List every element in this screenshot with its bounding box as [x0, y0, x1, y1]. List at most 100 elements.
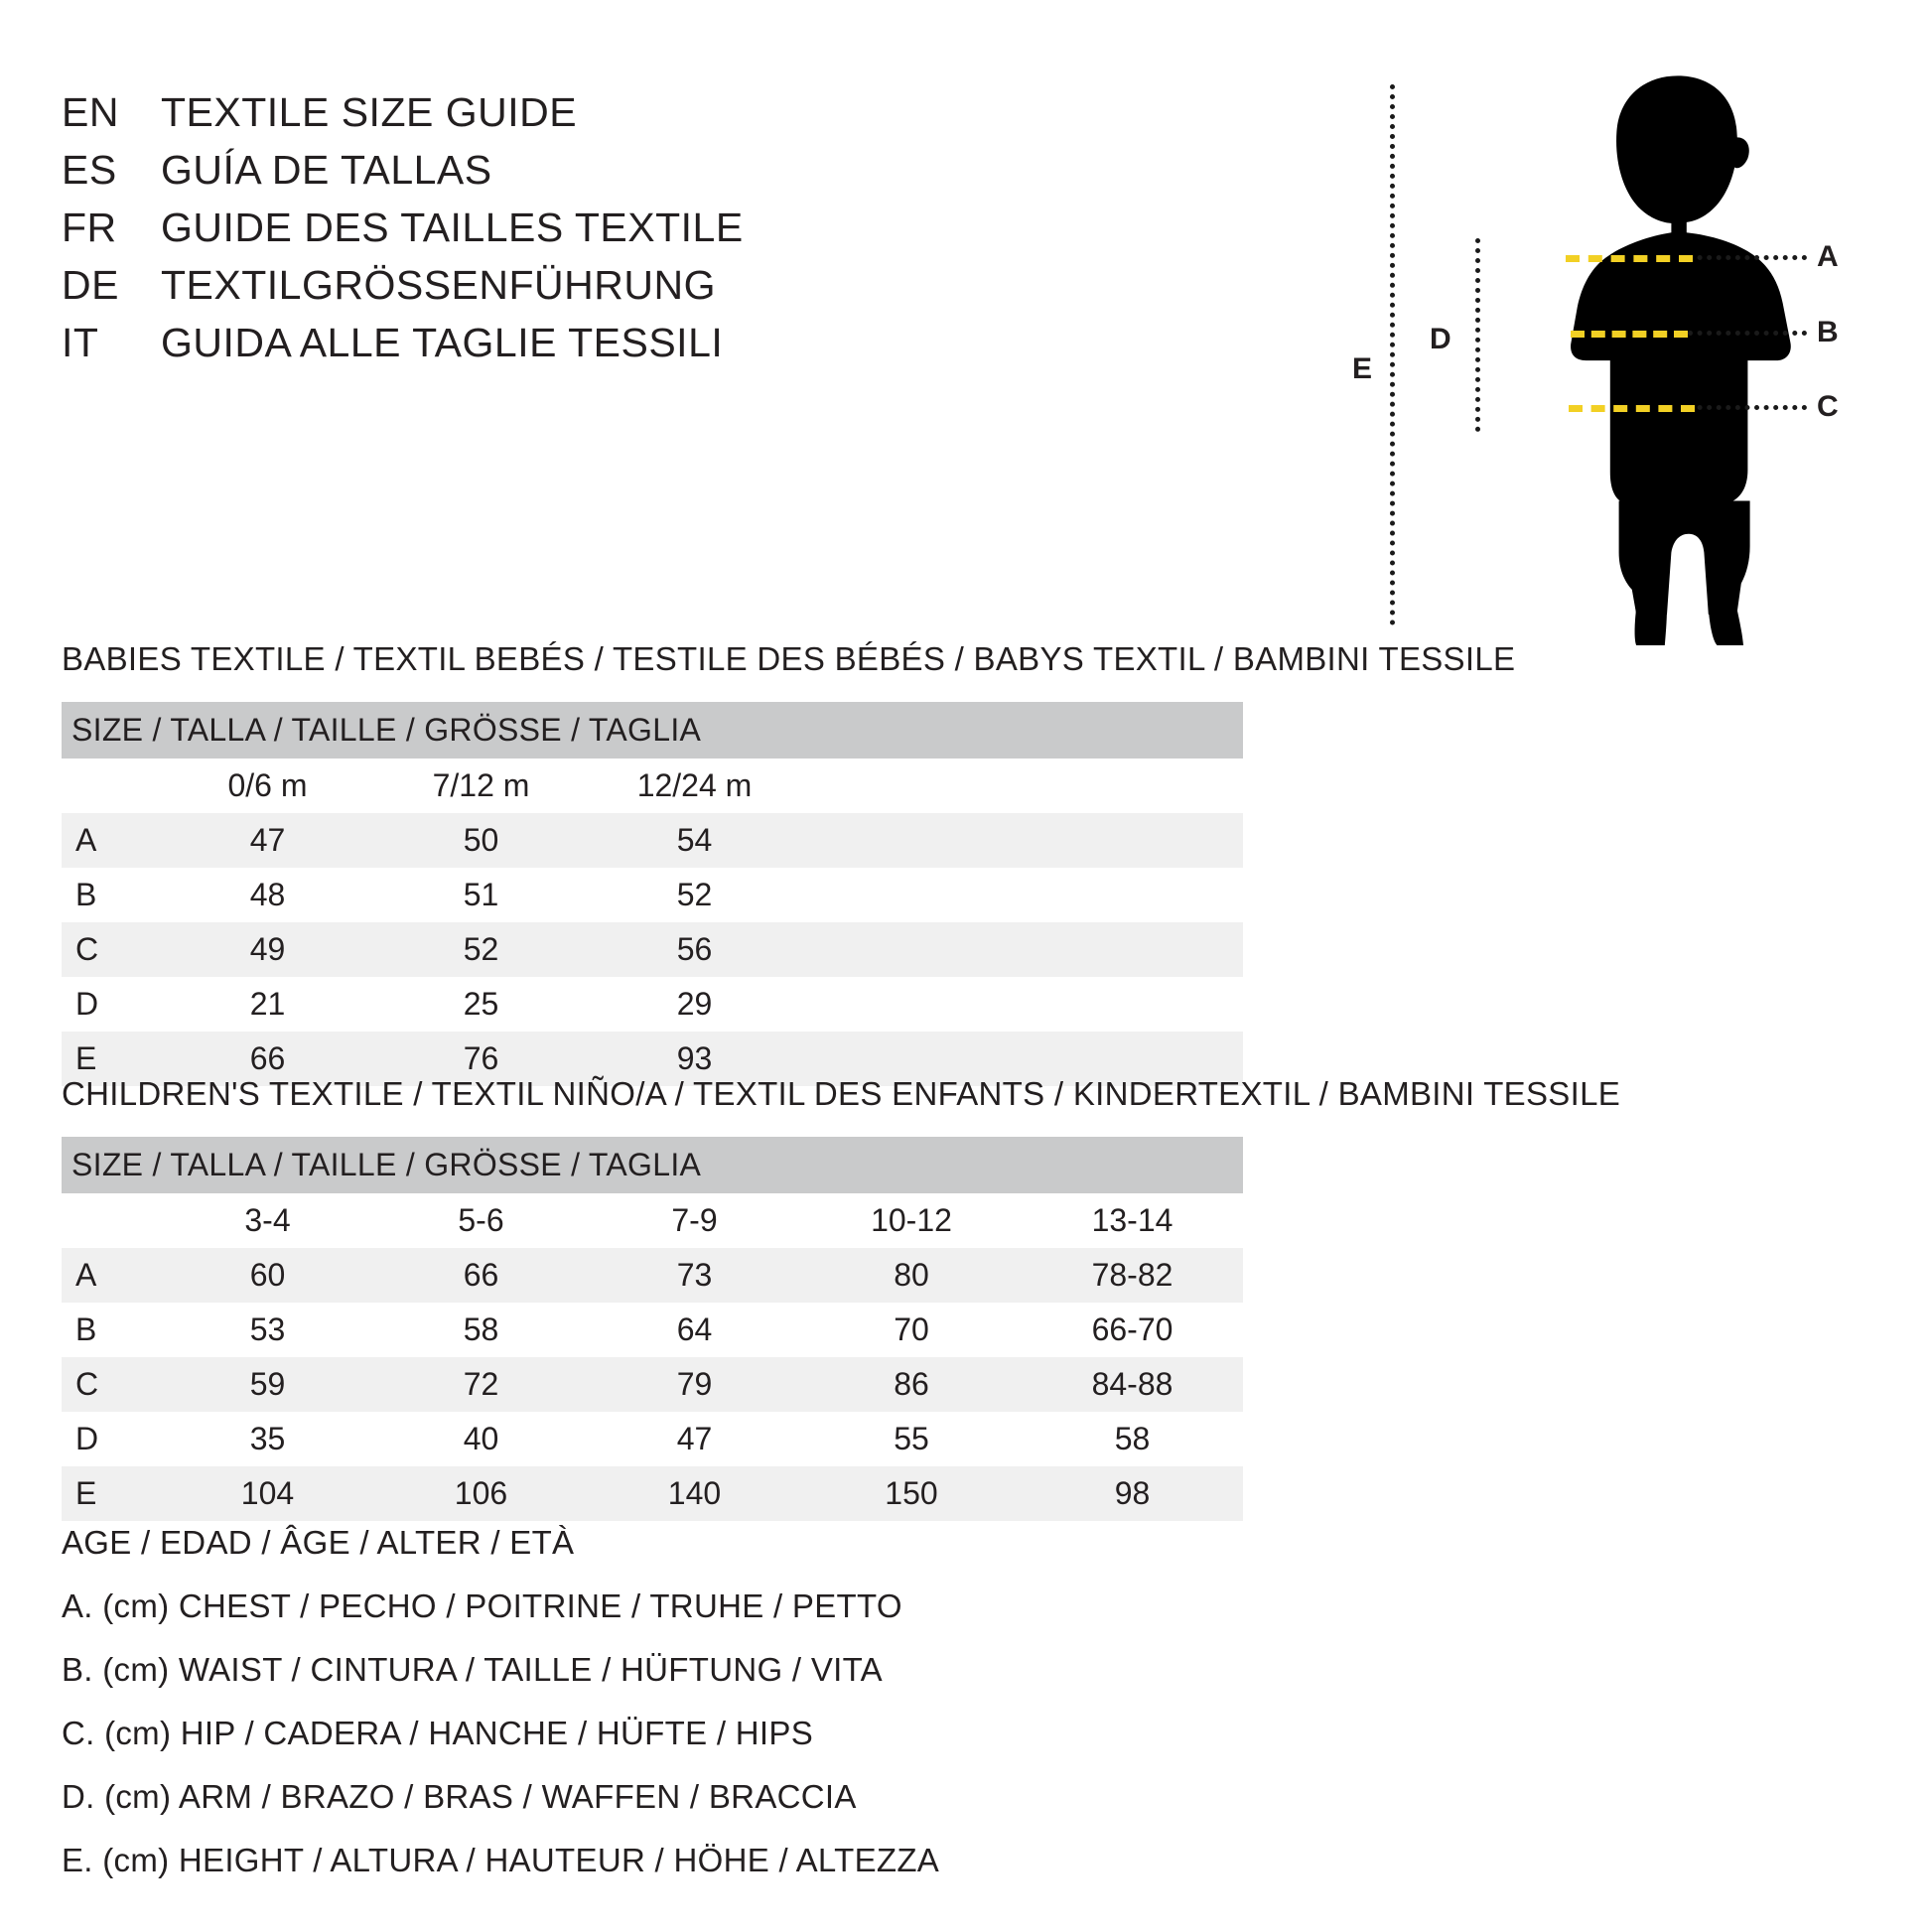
table-row: A 60 66 73 80 78-82: [62, 1248, 1244, 1303]
table-row: E 66 76 93: [62, 1032, 1244, 1086]
babies-column-0: 0/6 m: [161, 759, 374, 813]
children-cell-d-2: 47: [676, 1421, 713, 1456]
children-row-label-e: E: [62, 1466, 161, 1521]
babies-column-1: 7/12 m: [374, 759, 588, 813]
children-cell-e-0: 104: [161, 1466, 374, 1521]
babies-cell-a-filler: [801, 813, 1244, 868]
children-column-4: 13-14: [1022, 1193, 1244, 1248]
figure-label-c: C: [1817, 390, 1839, 423]
language-code-es: ES: [62, 147, 117, 193]
babies-cell-c-filler: [801, 922, 1244, 977]
children-cell-b-0: 53: [249, 1311, 286, 1347]
children-cell-a-1: 66: [374, 1248, 588, 1303]
legend-item-c: C. (cm) HIP / CADERA / HANCHE / HÜFTE / …: [62, 1715, 814, 1751]
children-column-3: 10-12: [801, 1193, 1022, 1248]
children-cell-c-0: 59: [161, 1357, 374, 1412]
children-cell-d-1: 40: [463, 1421, 499, 1456]
babies-corner-cell: [62, 759, 161, 813]
babies-cell-e-1: 76: [374, 1032, 588, 1086]
babies-cell-a-1: 50: [374, 813, 588, 868]
children-cell-a-4: 78-82: [1022, 1248, 1244, 1303]
figure-label-d: D: [1430, 323, 1451, 355]
children-column-header-row: 3-4 5-6 7-9 10-12 13-14: [62, 1193, 1244, 1248]
chest-measure-line-a: [1566, 255, 1693, 262]
measurement-legend: AGE / EDAD / ÂGE / ALTER / ETÀ A. (cm) C…: [62, 1524, 939, 1905]
table-row: E 104 106 140 150 98: [62, 1466, 1244, 1521]
children-cell-c-1: 72: [374, 1357, 588, 1412]
arm-guide-line-d: [1475, 238, 1480, 432]
children-cell-b-2: 64: [676, 1311, 713, 1347]
figure-label-e: E: [1352, 352, 1373, 385]
language-code-de: DE: [62, 262, 119, 308]
language-title-block: EN TEXTILE SIZE GUIDE ES GUÍA DE TALLAS …: [62, 89, 744, 377]
babies-cell-a-2: 54: [588, 813, 801, 868]
babies-column-2: 12/24 m: [588, 759, 801, 813]
children-cell-d-0: 35: [249, 1421, 286, 1456]
language-row-de: DE TEXTILGRÖSSENFÜHRUNG: [62, 262, 744, 320]
table-row: D 35 40 47 55 58: [62, 1412, 1243, 1466]
babies-row-label-c: C: [62, 922, 161, 977]
children-cell-a-0: 60: [161, 1248, 374, 1303]
children-column-0: 3-4: [161, 1193, 374, 1248]
babies-cell-e-0: 66: [161, 1032, 374, 1086]
babies-cell-b-2: 52: [676, 877, 713, 912]
babies-cell-d-0: 21: [249, 986, 286, 1022]
children-row-label-c: C: [62, 1357, 161, 1412]
height-guide-line-e: [1390, 84, 1395, 625]
babies-cell-c-2: 56: [588, 922, 801, 977]
children-cell-c-4: 84-88: [1022, 1357, 1244, 1412]
language-title-fr: GUIDE DES TAILLES TEXTILE: [161, 205, 744, 250]
measurement-figure: E D A B C: [1352, 60, 1926, 655]
language-title-es: GUÍA DE TALLAS: [161, 147, 492, 193]
children-cell-e-3: 150: [801, 1466, 1022, 1521]
table-row: C 49 52 56: [62, 922, 1244, 977]
children-cell-d-4: 58: [1114, 1421, 1151, 1456]
child-silhouette-icon: [1571, 75, 1791, 645]
children-row-label-d: D: [75, 1421, 99, 1456]
babies-row-label-d: D: [75, 986, 99, 1022]
babies-cell-c-0: 49: [161, 922, 374, 977]
language-row-it: IT GUIDA ALLE TAGLIE TESSILI: [62, 320, 744, 377]
children-cell-e-2: 140: [588, 1466, 801, 1521]
babies-table-header-bar: SIZE / TALLA / TAILLE / GRÖSSE / TAGLIA: [62, 702, 1244, 759]
babies-size-table: SIZE / TALLA / TAILLE / GRÖSSE / TAGLIA …: [62, 702, 1244, 1086]
children-size-table: SIZE / TALLA / TAILLE / GRÖSSE / TAGLIA …: [62, 1137, 1244, 1521]
figure-label-a: A: [1817, 240, 1839, 273]
babies-row-label-a: A: [62, 813, 161, 868]
children-cell-a-2: 73: [588, 1248, 801, 1303]
babies-cell-b-0: 48: [249, 877, 286, 912]
language-title-en: TEXTILE SIZE GUIDE: [161, 89, 578, 135]
language-code-it: IT: [62, 320, 99, 365]
children-corner-cell: [62, 1193, 161, 1248]
children-cell-c-2: 79: [588, 1357, 801, 1412]
waist-leader-line-b: [1688, 331, 1807, 336]
table-row: B 48 51 52: [62, 868, 1243, 922]
table-row: C 59 72 79 86 84-88: [62, 1357, 1244, 1412]
children-table-header-bar: SIZE / TALLA / TAILLE / GRÖSSE / TAGLIA: [62, 1137, 1244, 1193]
children-cell-a-3: 80: [801, 1248, 1022, 1303]
babies-cell-e-filler: [801, 1032, 1244, 1086]
children-cell-c-3: 86: [801, 1357, 1022, 1412]
legend-age-line: AGE / EDAD / ÂGE / ALTER / ETÀ: [62, 1524, 575, 1561]
children-column-2: 7-9: [588, 1193, 801, 1248]
babies-cell-a-0: 47: [161, 813, 374, 868]
figure-label-b: B: [1817, 316, 1839, 348]
legend-item-a: A. (cm) CHEST / PECHO / POITRINE / TRUHE…: [62, 1587, 902, 1624]
hip-leader-line-c: [1688, 405, 1807, 410]
hip-measure-line-c: [1569, 405, 1695, 412]
babies-cell-c-1: 52: [374, 922, 588, 977]
language-title-it: GUIDA ALLE TAGLIE TESSILI: [161, 320, 724, 365]
language-title-de: TEXTILGRÖSSENFÜHRUNG: [161, 262, 716, 308]
babies-cell-e-2: 93: [588, 1032, 801, 1086]
table-row: B 53 58 64 70 66-70: [62, 1303, 1243, 1357]
babies-column-filler: [801, 759, 1244, 813]
babies-cell-b-filler: [801, 868, 1243, 922]
babies-row-label-e: E: [62, 1032, 161, 1086]
babies-section-caption: BABIES TEXTILE / TEXTIL BEBÉS / TESTILE …: [62, 640, 1516, 677]
babies-cell-d-2: 29: [676, 986, 713, 1022]
children-size-bar-label: SIZE / TALLA / TAILLE / GRÖSSE / TAGLIA: [62, 1137, 1244, 1193]
children-row-label-b: B: [75, 1311, 97, 1347]
legend-item-d: D. (cm) ARM / BRAZO / BRAS / WAFFEN / BR…: [62, 1778, 857, 1815]
babies-cell-d-filler: [801, 977, 1243, 1032]
